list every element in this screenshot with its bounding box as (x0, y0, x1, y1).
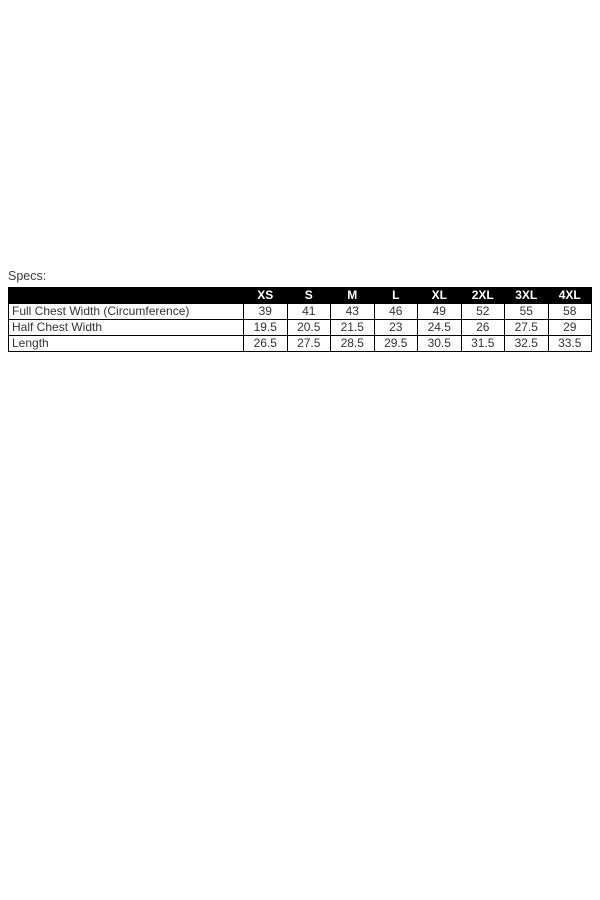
size-column-header-3xl: 3XL (504, 287, 549, 304)
table-row-length: Length 26.5 27.5 28.5 29.5 30.5 31.5 32.… (8, 335, 592, 352)
table-row-half-chest: Half Chest Width 19.5 20.5 21.5 23 24.5 … (8, 319, 592, 336)
size-column-header-s: S (286, 287, 331, 304)
spec-value-cell: 46 (373, 303, 418, 320)
spec-value-cell: 49 (417, 303, 462, 320)
size-column-header-xs: XS (243, 287, 288, 304)
specs-table: XS S M L XL 2XL 3XL 4XL Full Chest Width… (8, 287, 592, 352)
spec-value-cell: 23 (373, 319, 418, 336)
spec-value-cell: 19.5 (243, 319, 288, 336)
table-row-full-chest: Full Chest Width (Circumference) 39 41 4… (8, 303, 592, 320)
spec-value-cell: 39 (243, 303, 288, 320)
spec-value-cell: 27.5 (504, 319, 549, 336)
size-column-header-l: L (373, 287, 418, 304)
size-column-header-m: M (330, 287, 375, 304)
spec-row-label: Length (8, 335, 244, 352)
spec-value-cell: 20.5 (286, 319, 331, 336)
spec-value-cell: 31.5 (460, 335, 505, 352)
spec-value-cell: 29.5 (373, 335, 418, 352)
spec-value-cell: 26 (460, 319, 505, 336)
spec-row-label: Half Chest Width (8, 319, 244, 336)
spec-value-cell: 24.5 (417, 319, 462, 336)
spec-value-cell: 41 (286, 303, 331, 320)
size-column-header-xl: XL (417, 287, 462, 304)
spec-value-cell: 30.5 (417, 335, 462, 352)
header-empty-cell (8, 287, 244, 304)
size-column-header-2xl: 2XL (460, 287, 505, 304)
spec-value-cell: 55 (504, 303, 549, 320)
size-column-header-4xl: 4XL (547, 287, 592, 304)
spec-value-cell: 28.5 (330, 335, 375, 352)
spec-value-cell: 52 (460, 303, 505, 320)
header-row: XS S M L XL 2XL 3XL 4XL (8, 287, 592, 304)
spec-row-label: Full Chest Width (Circumference) (8, 303, 244, 320)
spec-value-cell: 29 (547, 319, 592, 336)
spec-value-cell: 33.5 (547, 335, 592, 352)
spec-value-cell: 27.5 (286, 335, 331, 352)
spec-value-cell: 21.5 (330, 319, 375, 336)
spec-value-cell: 58 (547, 303, 592, 320)
spec-value-cell: 32.5 (504, 335, 549, 352)
specs-label: Specs: (8, 269, 47, 283)
spec-value-cell: 26.5 (243, 335, 288, 352)
spec-value-cell: 43 (330, 303, 375, 320)
